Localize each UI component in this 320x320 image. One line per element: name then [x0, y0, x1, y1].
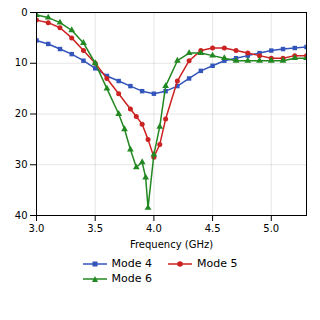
svg-text:5.0: 5.0: [263, 223, 279, 234]
svg-text:30: 30: [15, 159, 28, 170]
svg-text:40: 40: [15, 210, 28, 221]
html-text:Mode 4: Mode 4: [111, 257, 152, 270]
svg-text:10: 10: [15, 57, 28, 68]
html-text:Mode 6: Mode 6: [111, 272, 152, 285]
html-text:Mode 5: Mode 5: [197, 257, 238, 270]
svg-text:3.0: 3.0: [29, 223, 45, 234]
svg-text:20: 20: [15, 108, 28, 119]
svg-text:4.0: 4.0: [146, 223, 162, 234]
svg-text:3.5: 3.5: [87, 223, 103, 234]
svg-text:Frequency (GHz): Frequency (GHz): [130, 239, 213, 250]
svg-text:4.5: 4.5: [205, 223, 221, 234]
svg-text:0: 0: [21, 7, 27, 18]
